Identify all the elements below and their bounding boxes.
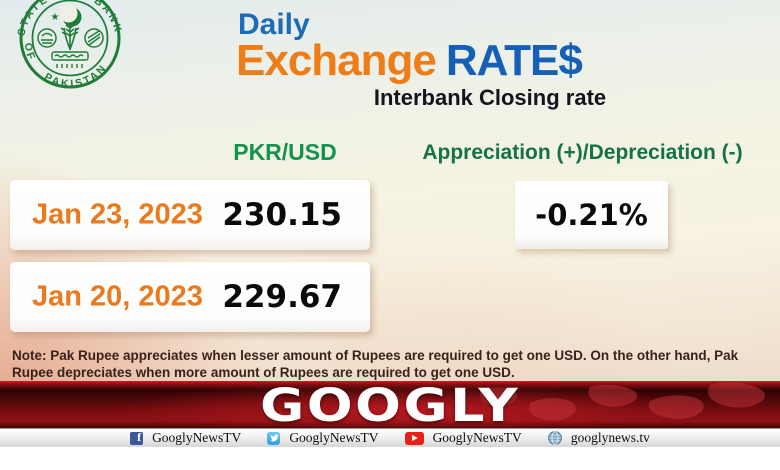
row-rate-value: 229.67 (222, 279, 342, 315)
note-text: Note: Pak Rupee appreciates when lesser … (12, 348, 739, 380)
logo-ribbon (51, 51, 89, 68)
table-row: Jan 20, 2023 229.67 (10, 262, 370, 332)
twitter-icon (267, 431, 281, 445)
table-row: Jan 23, 2023 230.15 (10, 180, 370, 250)
logo-ring-text-of: OF (22, 42, 38, 63)
world-map-texture (479, 382, 765, 421)
logo-ring-text-bank: BANK (92, 0, 125, 36)
state-bank-of-pakistan-logo: STATE BANK OF PAKISTAN ★ (15, 0, 125, 90)
social-label: GooglyNewsTV (152, 430, 242, 445)
social-label: GooglyNewsTV (289, 430, 379, 445)
social-label: GooglyNewsTV (432, 430, 522, 445)
youtube-icon (404, 431, 424, 445)
brand-wordmark-googly: GOOGLY (260, 379, 520, 432)
globe-icon (547, 431, 562, 445)
right-emblem-icon (84, 28, 104, 48)
page-title: Exchange RATE$ (236, 36, 583, 86)
title-rates: RATE$ (445, 36, 583, 85)
row-date: Jan 20, 2023 (32, 280, 203, 313)
kicker-daily: Daily (238, 8, 310, 41)
social-label: googlynews.tv (570, 430, 650, 445)
change-value-box: -0.21% (515, 181, 668, 249)
crescent-icon (59, 4, 82, 27)
social-item-youtube: GooglyNewsTV (404, 430, 522, 446)
column-header-pkr-usd: PKR/USD (233, 139, 337, 165)
column-header-appreciation-depreciation: Appreciation (+)/Depreciation (-) (422, 141, 743, 164)
social-bar: GooglyNewsTV GooglyNewsTV GooglyNewsTV g… (0, 428, 780, 447)
subtitle-interbank: Interbank Closing rate (373, 85, 607, 110)
bottom-strip (0, 447, 780, 470)
wheat-sheaf-icon (60, 24, 80, 50)
social-item-website: googlynews.tv (547, 430, 650, 446)
row-rate-value: 230.15 (222, 197, 342, 233)
change-percentage: -0.21% (535, 198, 648, 232)
social-item-facebook: GooglyNewsTV (130, 430, 241, 446)
brand-banner: GOOGLY (0, 379, 780, 432)
facebook-icon (130, 430, 144, 445)
star-icon: ★ (51, 12, 60, 23)
left-emblem-icon (37, 28, 57, 48)
row-date: Jan 23, 2023 (32, 198, 203, 231)
social-item-twitter: GooglyNewsTV (267, 430, 379, 446)
title-exchange: Exchange (236, 36, 437, 85)
